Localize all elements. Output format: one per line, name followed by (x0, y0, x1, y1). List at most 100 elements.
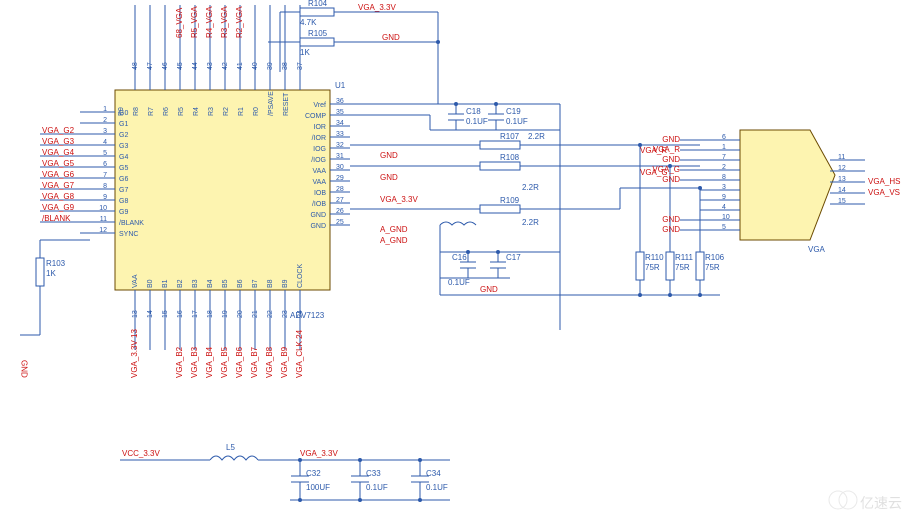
conn-ref: VGA (808, 245, 826, 254)
conn-net: VGA_G (652, 165, 680, 174)
pin-name: R8 (133, 107, 140, 116)
conn-pin-num: 12 (838, 165, 846, 172)
top-net: 68_VGA (175, 7, 184, 38)
conn-pin-num: 6 (722, 134, 726, 141)
r103-ref: R103 (46, 259, 66, 268)
pin-name: Vref (313, 102, 326, 109)
pin-name: R4 (193, 107, 200, 116)
pin-num: 2 (103, 117, 107, 124)
r107-ref: R107 (500, 132, 520, 141)
bot-net: VGA_B5 (220, 346, 229, 378)
pin-num: 31 (336, 153, 344, 160)
c19: C19 0.1UF (488, 104, 528, 130)
r110-val: 75R (645, 263, 660, 272)
net-vga33-vaa: VGA_3.3V (380, 195, 418, 204)
pin-name: IOB (314, 190, 326, 197)
conn-pin-num: 3 (722, 184, 726, 191)
pin-num: 29 (336, 175, 344, 182)
pin-name: B6 (237, 279, 244, 288)
pin-name: R9 (118, 107, 125, 116)
chip-part: ADV7123 (290, 311, 325, 320)
bot-net: VGA_CLK 24 (295, 329, 304, 378)
pin-num: 26 (336, 208, 344, 215)
vga-connector: VGA 6GND1VGA_R7GND2VGA_G8GND39410GND5GND… (652, 130, 900, 254)
conn-net: GND (662, 215, 680, 224)
pin-name: B8 (267, 279, 274, 288)
pin-name: G5 (119, 165, 128, 172)
pin-name: B5 (222, 279, 229, 288)
conn-pin-num: 4 (722, 204, 726, 211)
r104: R104 4.7K VGA_3.3V (280, 0, 438, 42)
pin-name: /IOB (312, 201, 326, 208)
top-net: R4_VGA (205, 6, 214, 38)
c34-ref: C34 (426, 469, 441, 478)
pin-num: 10 (99, 205, 107, 212)
pin-num: 12 (99, 227, 107, 234)
pin-num: 6 (103, 161, 107, 168)
conn-net: VGA_HS (868, 177, 900, 186)
conn-pin-num: 14 (838, 187, 846, 194)
left-net: /BLANK (42, 214, 71, 223)
pin-name: GND (310, 212, 326, 219)
pin-name: R7 (148, 107, 155, 116)
conn-pin-num: 2 (722, 164, 726, 171)
pin-num: 34 (336, 120, 344, 127)
l5-ref: L5 (226, 443, 235, 452)
conn-net: VGA_R (653, 145, 680, 154)
bot-net: VGA_B6 (235, 346, 244, 378)
r106-val: 75R (705, 263, 720, 272)
conn-net: VGA_VS (868, 188, 900, 197)
left-net: VGA_G7 (42, 181, 75, 190)
pin-num: 35 (336, 109, 344, 116)
pin-name: B7 (252, 279, 259, 288)
pin-name: VAA (132, 274, 139, 288)
bot-net: VGA_B7 (250, 346, 259, 378)
top-net: R2_VGA (235, 6, 244, 38)
chip-u1: U1 ADV7123 1G02G13G24G35G46G57G68G79G810… (90, 62, 350, 320)
c33-ref: C33 (366, 469, 381, 478)
r103: R103 1K GND (20, 240, 91, 378)
pin-name: /IOR (312, 135, 326, 142)
pin-num: 11 (100, 216, 107, 223)
pin-name: R3 (208, 107, 215, 116)
c16-val: 0.1UF (448, 278, 470, 287)
r108-val-lbl: 2.2R (522, 183, 539, 192)
c17: C17 GND (480, 252, 521, 294)
left-net: VGA_G3 (42, 137, 75, 146)
r105-val: 1K (300, 48, 310, 57)
pin-name: G4 (119, 154, 128, 161)
conn-net: GND (662, 155, 680, 164)
pin-name: GND (310, 223, 326, 230)
r103-gnd: GND (20, 360, 29, 378)
conn-pin-num: 15 (838, 198, 846, 205)
r111-ref: R111 (675, 253, 693, 262)
r103-val: 1K (46, 269, 56, 278)
conn-pin-num: 9 (722, 194, 726, 201)
schematic-canvas: U1 ADV7123 1G02G13G24G35G46G57G68G79G810… (0, 0, 915, 523)
conn-pin-num: 1 (722, 144, 726, 151)
pin-name: G6 (119, 176, 128, 183)
r104-ref: R104 (308, 0, 328, 8)
pin-name: IOR (314, 124, 326, 131)
pin-num: 9 (103, 194, 107, 201)
pin-name: B3 (192, 279, 199, 288)
pin-num: 4 (103, 139, 107, 146)
pin-name: /PSAVE (268, 91, 275, 116)
pin-name: B1 (162, 279, 169, 288)
pin-name: R0 (253, 107, 260, 116)
pin-num: 33 (336, 131, 344, 138)
conn-net: GND (662, 225, 680, 234)
c32-val: 100UF (306, 483, 330, 492)
pin-num: 28 (336, 186, 344, 193)
c32-ref: C32 (306, 469, 321, 478)
left-net: VGA_G8 (42, 192, 75, 201)
net-vcc33: VCC_3.3V (122, 449, 160, 458)
conn-pin-num: 10 (722, 214, 730, 221)
pin-name: IOG (313, 146, 326, 153)
c17-ref: C17 (506, 253, 521, 262)
pin-name: R5 (178, 107, 185, 116)
pin-num: 3 (103, 128, 107, 135)
c19-val: 0.1UF (506, 117, 528, 126)
pin-name: G2 (119, 132, 128, 139)
pin-num: 8 (103, 183, 107, 190)
